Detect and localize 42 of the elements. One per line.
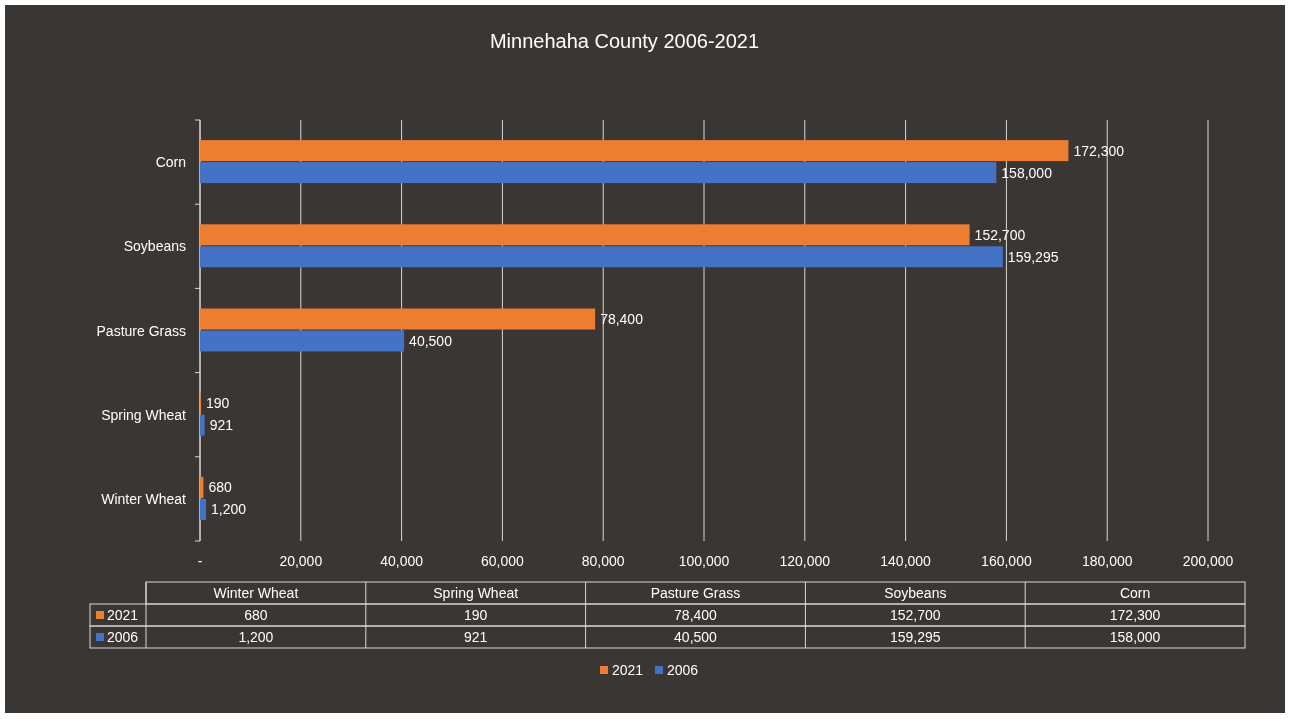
x-tick-label: -	[197, 553, 203, 569]
text: 921	[464, 629, 488, 645]
category-label: Winter Wheat	[213, 585, 299, 601]
text: 158,000	[1109, 629, 1161, 645]
x-tick-label: 100,000	[678, 553, 730, 569]
y-tick-label: Soybeans	[123, 238, 186, 255]
text: 2006	[667, 662, 699, 678]
category-label: Pasture Grass	[650, 585, 741, 601]
x-tick-label: 160,000	[981, 553, 1032, 569]
x-tick-label: 60,000	[480, 553, 525, 569]
x-tick-label: 80,000	[581, 553, 625, 569]
text: 2021	[612, 662, 644, 678]
x-tick-label: 180,000	[1081, 553, 1133, 569]
chart-title: Minnehaha County 2006-2021	[489, 30, 760, 52]
y-tick-label: Corn	[155, 154, 186, 171]
x-tick-label: 40,000	[380, 553, 424, 569]
data-label: 190	[205, 395, 230, 412]
x-tick-label: 140,000	[880, 553, 932, 569]
text: 159,295	[890, 629, 941, 645]
x-tick-label: 200,000	[1182, 553, 1234, 569]
data-label: 159,295	[1007, 248, 1059, 265]
legend-label: 2006	[107, 629, 139, 645]
text: 172,300	[1109, 607, 1161, 623]
text: 1,200	[238, 629, 274, 645]
y-tick-label: Winter Wheat	[101, 490, 187, 507]
category-label: Soybeans	[884, 585, 947, 601]
x-tick-label: 120,000	[779, 553, 831, 569]
data-label: 40,500	[409, 333, 453, 349]
text: 40,500	[674, 629, 717, 645]
data-label: 1,200	[211, 501, 247, 518]
data-label: 921	[209, 417, 234, 434]
category-label: Spring Wheat	[433, 585, 519, 601]
category-label: Corn	[1119, 585, 1151, 601]
y-tick-label: Spring Wheat	[101, 406, 187, 423]
data-label: 680	[208, 479, 232, 496]
text: 680	[244, 607, 268, 623]
legend-label: 2021	[107, 607, 139, 623]
text: 78,400	[674, 607, 717, 623]
text: 190	[464, 607, 488, 623]
text: 152,700	[890, 607, 941, 623]
x-tick-label: 20,000	[279, 553, 323, 569]
y-tick-label: Pasture Grass	[96, 322, 186, 339]
